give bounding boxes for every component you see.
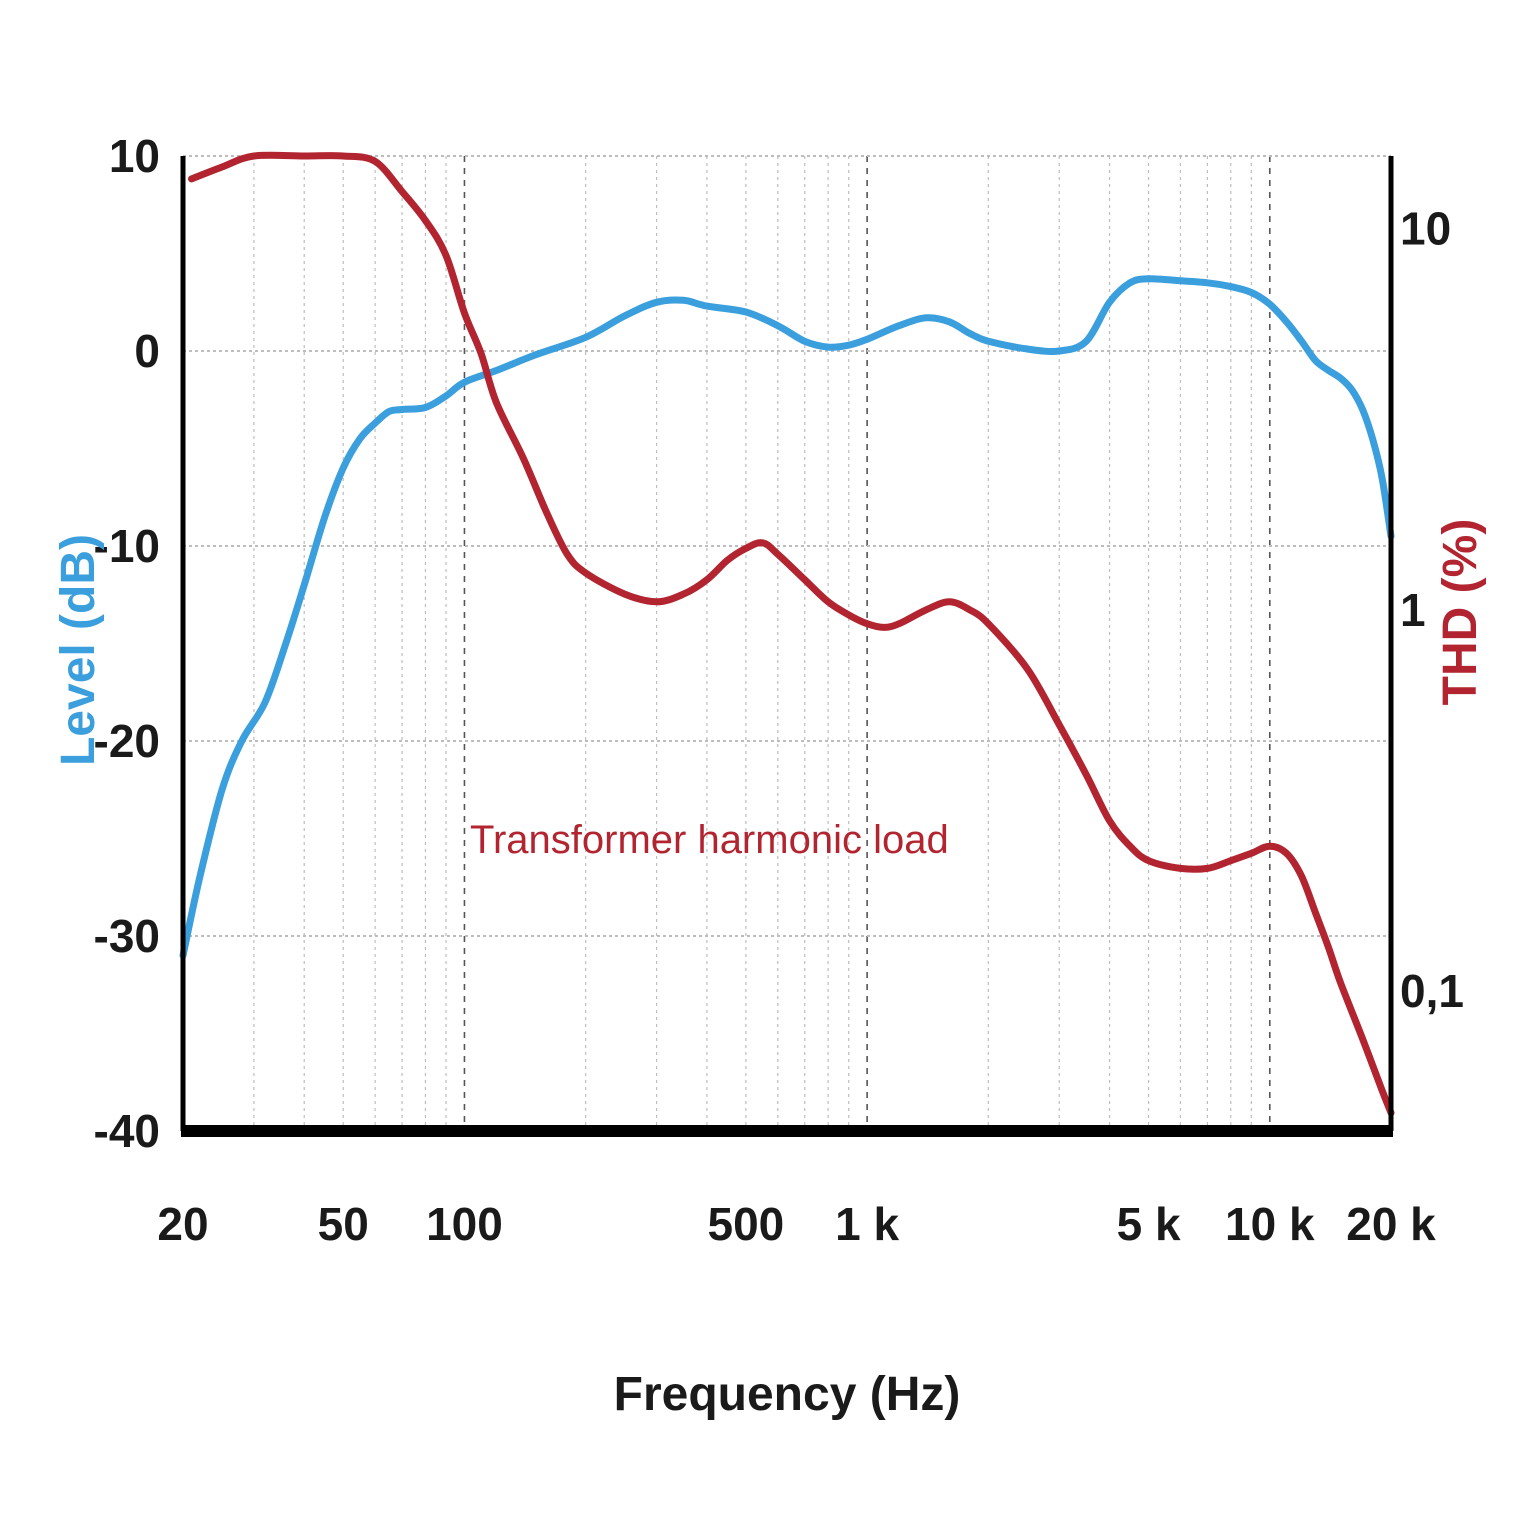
axes — [180, 156, 1394, 1137]
y-left-tick-label: -30 — [94, 910, 160, 962]
x-tick-label: 5 k — [1117, 1198, 1181, 1250]
level-series-line — [179, 275, 1395, 959]
grid — [182, 155, 1392, 1131]
thd-series-line — [188, 151, 1395, 1117]
x-tick-label: 500 — [708, 1198, 785, 1250]
x-tick-label: 1 k — [835, 1198, 899, 1250]
right-axis-title: THD (%) — [1434, 519, 1487, 706]
x-axis-title: Frequency (Hz) — [614, 1368, 961, 1421]
y-left-tick-label: -40 — [94, 1105, 160, 1157]
y-right-tick-label: 1 — [1400, 584, 1426, 636]
x-tick-label: 20 — [157, 1198, 208, 1250]
y-right-tick-label: 0,1 — [1400, 965, 1464, 1017]
x-tick-label: 10 k — [1225, 1198, 1315, 1250]
y-left-tick-label: 0 — [134, 325, 160, 377]
annotation-label: Transformer harmonic load — [470, 818, 949, 862]
x-tick-label: 50 — [318, 1198, 369, 1250]
y-left-tick-label: 10 — [109, 130, 160, 182]
y-right-tick-label: 10 — [1400, 203, 1451, 255]
left-axis-title: Level (dB) — [52, 534, 105, 766]
x-tick-label: 100 — [426, 1198, 503, 1250]
y-left-tick-label: -20 — [94, 715, 160, 767]
y-left-tick-label: -10 — [94, 520, 160, 572]
series-lines — [179, 151, 1395, 1117]
x-tick-label: 20 k — [1346, 1198, 1436, 1250]
